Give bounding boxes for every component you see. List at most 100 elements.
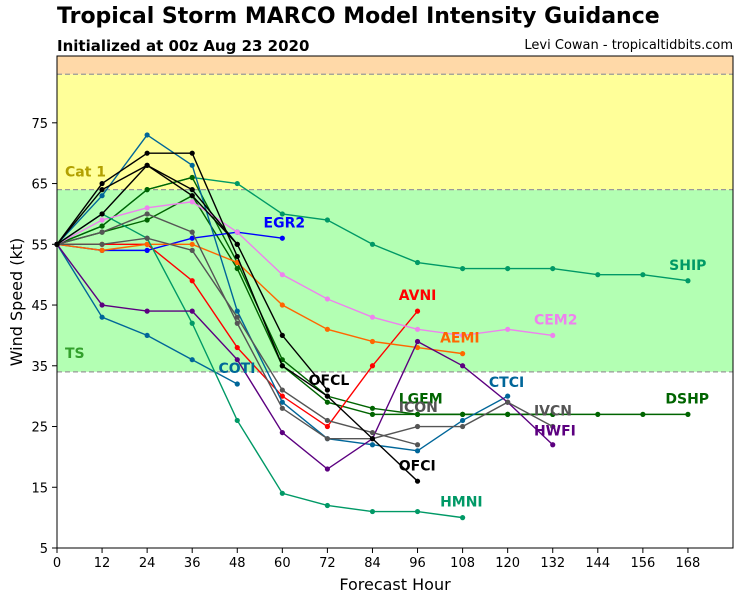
series-point-ship (505, 265, 511, 272)
series-point-hwfi (414, 338, 421, 345)
series-point-coti (99, 314, 105, 320)
series-point-coti (189, 357, 195, 363)
series-point-unnamed-15 (99, 211, 105, 217)
series-point-dshp (640, 411, 646, 417)
chart-credit: Levi Cowan - tropicaltidbits.com (524, 38, 733, 53)
series-point-hmni (369, 508, 376, 515)
series-point-lgem (414, 411, 421, 417)
series-point-ivcn (144, 211, 150, 217)
series-point-unnamed-12 (279, 387, 285, 393)
band-unnamed-2 (57, 56, 733, 75)
x-tick-label: 96 (409, 556, 426, 571)
series-point-ofcl (189, 187, 195, 193)
series-point-ctci (414, 448, 421, 454)
series-point-cem2 (279, 272, 285, 278)
series-point-hmni (460, 515, 466, 521)
series-point-ofci (189, 150, 195, 156)
series-point-aemi (189, 241, 195, 247)
series-point-ctci (279, 399, 285, 405)
series-point-ivcn (460, 423, 466, 430)
series-point-hwfi (189, 308, 195, 314)
series-label-ivcn: IVCN (534, 404, 572, 420)
series-point-hwfi (99, 302, 105, 308)
x-tick-label: 36 (184, 556, 201, 571)
series-label-ctci: CTCI (489, 375, 524, 391)
series-point-ship (414, 259, 421, 266)
x-tick-label: 156 (630, 556, 655, 571)
series-label-lgem: LGEM (399, 391, 443, 407)
x-tick-label: 0 (53, 556, 61, 571)
series-point-ship (279, 211, 285, 217)
series-point-dshp (99, 223, 105, 229)
series-point-hmni (324, 502, 330, 509)
band-cat-1 (57, 74, 733, 190)
series-point-unnamed-12 (414, 442, 421, 448)
series-point-coti (144, 332, 150, 339)
series-point-ctci (505, 393, 511, 399)
y-tick-label: 5 (40, 542, 48, 557)
series-point-ctci (460, 417, 466, 424)
series-point-ship (685, 278, 691, 284)
series-label-hmni: HMNI (440, 495, 483, 511)
series-point-avni (279, 393, 285, 399)
y-tick-label: 45 (31, 299, 48, 314)
series-point-cem2 (550, 332, 556, 339)
series-point-ivcn (99, 229, 105, 235)
series-point-hmni (234, 417, 240, 424)
series-point-egr2 (279, 235, 285, 241)
chart-title: Tropical Storm MARCO Model Intensity Gui… (57, 4, 660, 29)
series-point-cem2 (324, 296, 330, 302)
series-point-hwfi (144, 308, 150, 314)
series-label-dshp: DSHP (665, 391, 709, 407)
series-point-ivcn (505, 399, 511, 405)
y-tick-label: 15 (31, 481, 48, 496)
series-point-avni (414, 308, 421, 314)
series-point-ofci (324, 393, 330, 399)
series-point-cem2 (144, 205, 150, 211)
series-point-aemi (144, 241, 150, 247)
series-point-cem2 (189, 199, 195, 205)
series-point-avni (189, 278, 195, 284)
series-point-aemi (279, 302, 285, 308)
series-point-unnamed-12 (99, 241, 105, 247)
series-point-ofcl (99, 187, 105, 193)
series-point-cem2 (414, 326, 421, 332)
series-point-ofci (369, 436, 376, 442)
series-point-ship (324, 217, 330, 223)
series-point-lgem (234, 265, 240, 272)
series-label-ofci: OFCI (399, 458, 436, 474)
series-point-avni (369, 363, 376, 369)
series-point-avni (324, 423, 330, 430)
series-point-egr2 (189, 235, 195, 241)
series-point-ofci (414, 478, 421, 484)
series-point-aemi (460, 351, 466, 357)
series-point-cem2 (99, 217, 105, 223)
band-label-cat-1: Cat 1 (65, 164, 106, 180)
series-point-unnamed-15 (54, 241, 60, 247)
series-point-aemi (324, 326, 330, 332)
series-label-avni: AVNI (399, 288, 437, 304)
x-tick-label: 168 (676, 556, 701, 571)
series-point-lgem (460, 411, 466, 417)
series-label-icon: ICON (399, 400, 438, 416)
series-label-ship: SHIP (669, 258, 706, 274)
series-point-ofci (144, 150, 150, 156)
series-point-ivcn (414, 423, 421, 430)
series-point-dshp (369, 405, 376, 411)
series-point-ofcl (279, 332, 285, 339)
y-tick-label: 35 (31, 360, 48, 375)
series-point-lgem (550, 411, 556, 417)
series-point-ofci (279, 363, 285, 369)
x-axis-label: Forecast Hour (339, 575, 451, 594)
series-point-dshp (144, 187, 150, 193)
series-point-ctci (99, 193, 105, 199)
series-point-unnamed-12 (234, 314, 240, 320)
series-line-lgem (56, 194, 553, 416)
series-point-lgem (324, 399, 330, 405)
series-point-ivcn (234, 320, 240, 326)
series-point-aemi (369, 338, 376, 345)
x-tick-label: 108 (450, 556, 475, 571)
series-point-ship (460, 265, 466, 272)
series-line-hmni (56, 213, 463, 519)
